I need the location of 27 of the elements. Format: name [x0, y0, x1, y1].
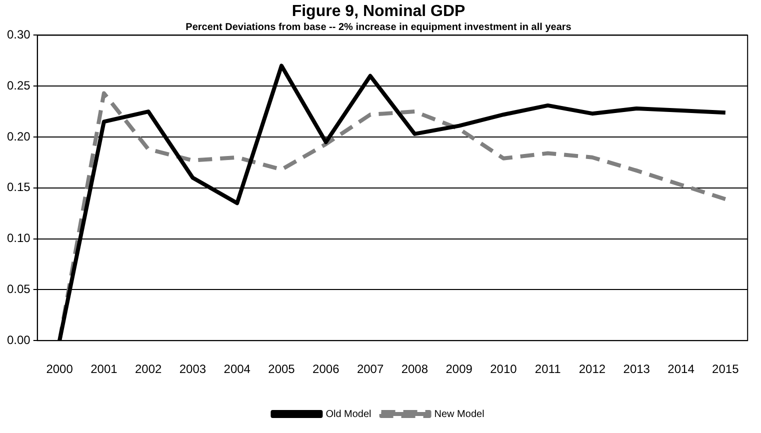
x-tick-label: 2015 — [712, 362, 740, 376]
x-tick-label: 2012 — [578, 362, 606, 376]
y-tick-label: 0.15 — [6, 180, 31, 194]
y-tick-label: 0.20 — [6, 129, 31, 144]
legend-label: New Model — [434, 408, 484, 420]
y-tick-label: 0.00 — [6, 332, 31, 347]
y-tick-label: 0.10 — [6, 231, 31, 246]
x-tick-label: 2013 — [623, 362, 650, 376]
x-tick-label: 2001 — [90, 362, 118, 376]
x-tick-label: 2002 — [134, 362, 162, 376]
x-tick-label: 2011 — [534, 362, 562, 376]
y-tick-label: 0.30 — [6, 28, 31, 42]
x-tick-label: 2009 — [446, 362, 473, 376]
legend-label: Old Model — [326, 408, 372, 420]
x-tick-label: 2014 — [668, 362, 695, 376]
x-tick-label: 2006 — [312, 362, 340, 376]
chart-title: Figure 9, Nominal GDP — [292, 3, 466, 20]
x-tick-label: 2008 — [401, 362, 428, 376]
chart-subtitle: Percent Deviations from base -- 2% increase in equipment investment in all years — [186, 22, 572, 33]
x-tick-label: 2000 — [46, 362, 74, 376]
x-tick-label: 2010 — [490, 362, 518, 376]
y-tick-label: 0.05 — [6, 282, 31, 296]
y-tick-label: 0.25 — [6, 78, 31, 92]
x-tick-label: 2007 — [356, 362, 384, 376]
x-tick-label: 2005 — [268, 362, 296, 376]
x-tick-label: 2003 — [179, 362, 206, 376]
x-tick-label: 2004 — [224, 362, 251, 376]
